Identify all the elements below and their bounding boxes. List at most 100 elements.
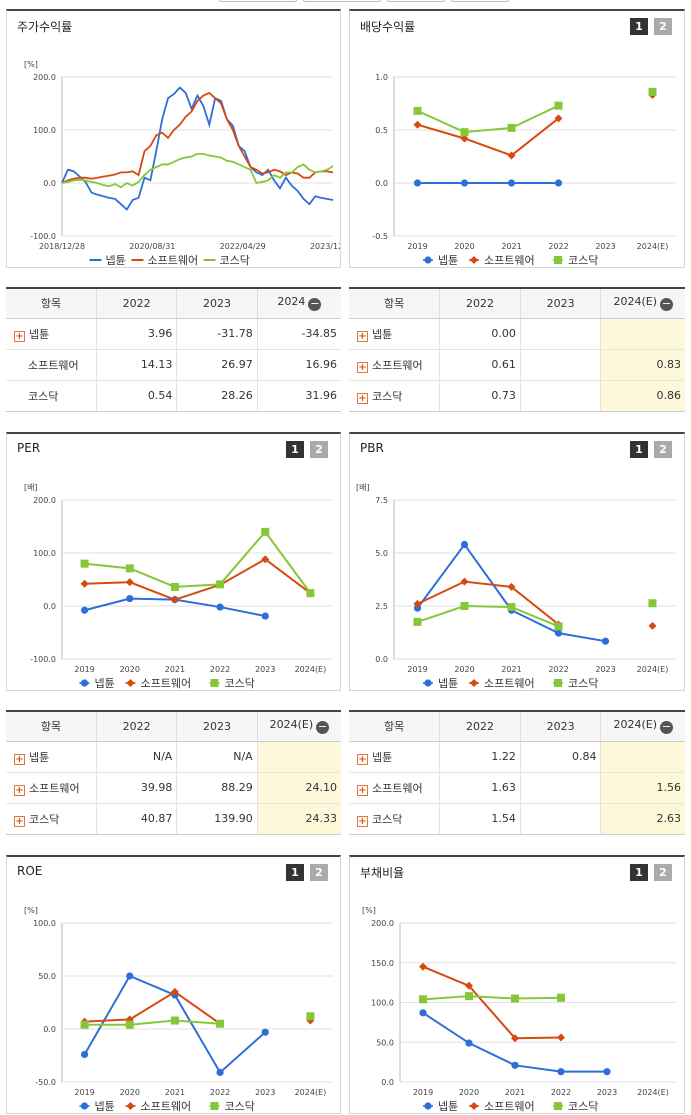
expand-icon[interactable]: +	[14, 784, 25, 796]
panel-title: 배당수익률	[360, 20, 416, 34]
expand-icon[interactable]: +	[357, 392, 368, 404]
collapse-icon[interactable]: −	[308, 297, 322, 312]
expand-icon[interactable]: +	[14, 753, 25, 765]
point	[424, 679, 432, 687]
top-control-2[interactable]	[302, 0, 382, 2]
x-tick-label: 2024(E)	[637, 665, 669, 674]
expand-icon[interactable]: +	[14, 330, 25, 342]
view-1-button[interactable]: 1	[286, 864, 304, 881]
x-tick-label: 2023	[595, 665, 615, 674]
expand-icon[interactable]: +	[14, 815, 25, 827]
view-2-button[interactable]: 2	[654, 864, 672, 881]
y-tick-label: -50.0	[35, 1078, 56, 1087]
table-cell: 0.86	[600, 380, 685, 411]
expand-icon[interactable]: +	[357, 784, 368, 796]
table-cell: 1.54	[439, 803, 521, 834]
legend-label: 코스닥	[568, 1100, 598, 1113]
view-2-button[interactable]: 2	[654, 18, 672, 35]
table-cell: 0.61	[439, 349, 521, 381]
point	[125, 564, 134, 573]
point	[460, 128, 469, 137]
column-header: 2022	[439, 712, 521, 742]
point	[80, 1020, 89, 1029]
expand-icon[interactable]: +	[357, 753, 368, 765]
series-line	[417, 104, 559, 134]
point	[170, 987, 179, 996]
view-2-button[interactable]: 2	[654, 441, 672, 458]
row-label: 코스닥	[28, 389, 59, 403]
point	[460, 602, 469, 610]
collapse-icon[interactable]: −	[660, 297, 673, 312]
top-control-4[interactable]	[450, 0, 510, 2]
pbr-table: 항목 2022 2023 2024(E) − + 넵튠 1.22 0.84 + 소프트웨어 1.63 1…	[349, 710, 685, 835]
view-1-button[interactable]: 1	[286, 441, 304, 458]
x-tick-label: 2018/12/28	[39, 242, 85, 251]
x-tick-label: 2019	[74, 1088, 94, 1097]
legend-label: 코스닥	[220, 254, 250, 267]
per-chart: [배] 200.0 100.0 0.0 -100.0 2019 2020 2021 2022 20…	[24, 483, 333, 690]
y-tick-label: 100.0	[33, 549, 56, 558]
point	[413, 604, 422, 612]
point	[216, 1068, 224, 1077]
legend-label: 넵튠	[438, 254, 458, 267]
collapse-icon[interactable]: −	[316, 720, 330, 735]
y-tick-label: 1.0	[375, 73, 388, 82]
y-tick-label: 0.0	[43, 1025, 56, 1034]
row-label: + 넵튠	[349, 741, 440, 773]
table-cell: -34.85	[256, 318, 341, 350]
view-2-button[interactable]: 2	[310, 864, 328, 881]
series-line	[417, 580, 560, 626]
expand-icon[interactable]: +	[357, 361, 368, 373]
y-tick-label: 200.0	[371, 919, 394, 928]
table-row: + 코스닥 0.73 0.86	[349, 380, 685, 411]
x-tick-label: 2023/12/28	[310, 242, 340, 251]
top-edge-controls	[0, 0, 691, 2]
table-cell: 28.26	[176, 380, 258, 411]
point	[424, 256, 432, 264]
top-control-3[interactable]	[386, 0, 446, 2]
series-line	[416, 542, 606, 643]
table-row: + 소프트웨어 39.98 88.29 24.10	[6, 772, 341, 804]
legend-label: 코스닥	[225, 677, 255, 690]
row-label: + 소프트웨어	[349, 772, 440, 804]
expand-icon[interactable]: +	[357, 815, 368, 827]
point	[465, 1039, 473, 1047]
point	[80, 579, 89, 588]
x-tick-label: 2021	[165, 665, 185, 674]
top-control-1[interactable]	[218, 0, 298, 2]
point	[554, 679, 562, 687]
point	[511, 994, 519, 1003]
view-1-button[interactable]: 1	[630, 864, 648, 881]
point	[557, 993, 565, 1002]
debt-ratio-chart: [%] 200.0 150.0 100.0 50.0 0.0 2019 2020 2021 202…	[362, 906, 676, 1113]
point	[413, 617, 422, 626]
x-tick-label: 2020	[454, 665, 474, 674]
view-2-button[interactable]: 2	[310, 441, 328, 458]
table-cell: 0.83	[600, 349, 685, 381]
x-tick-label: 2021	[501, 242, 521, 251]
view-1-button[interactable]: 1	[630, 441, 648, 458]
column-header: 항목	[349, 289, 440, 319]
view-1-button[interactable]: 1	[630, 18, 648, 35]
y-tick-label: 7.5	[375, 496, 388, 505]
table-cell: 0.00	[439, 318, 521, 350]
table-cell: 40.87	[95, 803, 177, 834]
table-cell: 39.98	[95, 772, 177, 804]
point	[601, 637, 610, 645]
y-tick-label: -100.0	[30, 232, 56, 241]
point	[125, 578, 134, 587]
point	[460, 577, 469, 586]
legend-label: 코스닥	[225, 1100, 255, 1113]
table-cell: 14.13	[95, 349, 177, 381]
x-tick-label: 2022	[548, 665, 568, 674]
x-tick-label: 2024(E)	[295, 665, 327, 674]
row-label: + 소프트웨어	[6, 772, 97, 804]
legend-label: 소프트웨어	[484, 1100, 535, 1113]
table-row: + 넵튠 3.96 -31.78 -34.85	[6, 318, 341, 350]
collapse-icon[interactable]: −	[660, 720, 673, 735]
panel-title: ROE	[17, 864, 43, 878]
expand-icon[interactable]: +	[357, 330, 368, 342]
point	[261, 555, 270, 564]
row-label: + 코스닥	[14, 812, 60, 827]
